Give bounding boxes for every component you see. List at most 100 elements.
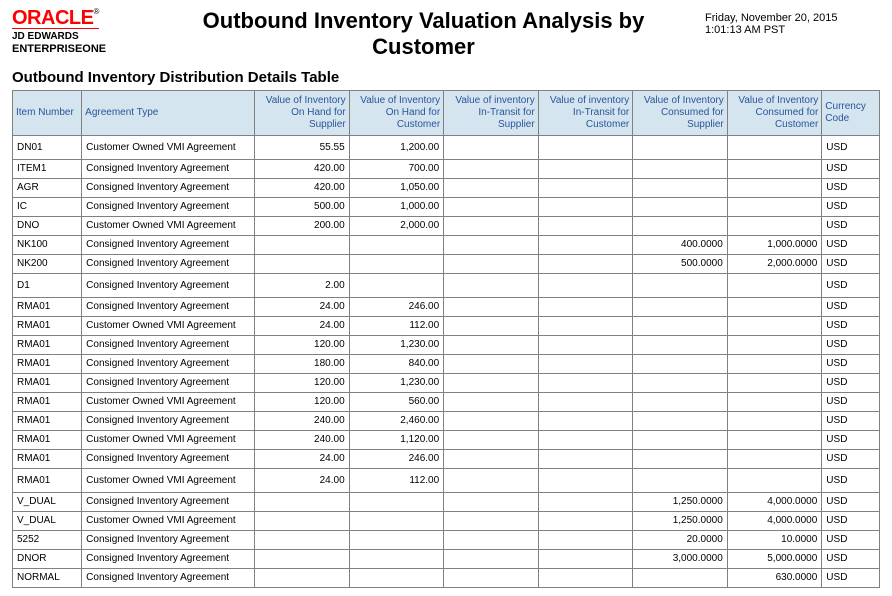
cell-intransit-customer (538, 568, 633, 587)
cell-intransit-customer (538, 178, 633, 197)
cell-consumed-supplier (633, 354, 728, 373)
cell-intransit-customer (538, 273, 633, 297)
cell-onhand-supplier: 2.00 (255, 273, 350, 297)
cell-agreement: Customer Owned VMI Agreement (82, 135, 255, 159)
table-row: RMA01Customer Owned VMI Agreement24.0011… (13, 316, 880, 335)
table-row: RMA01Consigned Inventory Agreement24.002… (13, 297, 880, 316)
cell-agreement: Consigned Inventory Agreement (82, 549, 255, 568)
table-row: RMA01Consigned Inventory Agreement24.002… (13, 449, 880, 468)
cell-onhand-supplier: 24.00 (255, 297, 350, 316)
table-header-row: Item Number Agreement Type Value of Inve… (13, 90, 880, 135)
cell-onhand-supplier: 55.55 (255, 135, 350, 159)
cell-consumed-supplier (633, 430, 728, 449)
cell-onhand-supplier: 420.00 (255, 159, 350, 178)
cell-consumed-supplier (633, 197, 728, 216)
cell-item: RMA01 (13, 297, 82, 316)
oracle-logo-reg: ® (93, 7, 98, 16)
cell-item: ITEM1 (13, 159, 82, 178)
cell-agreement: Consigned Inventory Agreement (82, 254, 255, 273)
cell-intransit-customer (538, 492, 633, 511)
cell-agreement: Customer Owned VMI Agreement (82, 216, 255, 235)
cell-currency: USD (822, 273, 880, 297)
table-header: Item Number Agreement Type Value of Inve… (13, 90, 880, 135)
report-time: 1:01:13 AM PST (705, 24, 880, 36)
table-row: NORMALConsigned Inventory Agreement630.0… (13, 568, 880, 587)
cell-agreement: Consigned Inventory Agreement (82, 373, 255, 392)
cell-item: RMA01 (13, 449, 82, 468)
cell-agreement: Consigned Inventory Agreement (82, 335, 255, 354)
cell-consumed-customer: 2,000.0000 (727, 254, 822, 273)
table-row: DNORConsigned Inventory Agreement3,000.0… (13, 549, 880, 568)
cell-currency: USD (822, 235, 880, 254)
cell-consumed-supplier (633, 159, 728, 178)
inventory-table: Item Number Agreement Type Value of Inve… (12, 90, 880, 588)
cell-intransit-customer (538, 235, 633, 254)
cell-intransit-supplier (444, 568, 539, 587)
cell-onhand-customer: 112.00 (349, 468, 444, 492)
cell-currency: USD (822, 492, 880, 511)
cell-intransit-supplier (444, 468, 539, 492)
cell-consumed-supplier (633, 411, 728, 430)
cell-onhand-supplier (255, 568, 350, 587)
cell-onhand-customer (349, 254, 444, 273)
cell-intransit-customer (538, 197, 633, 216)
cell-onhand-customer: 246.00 (349, 449, 444, 468)
cell-intransit-supplier (444, 235, 539, 254)
cell-intransit-customer (538, 335, 633, 354)
cell-intransit-customer (538, 373, 633, 392)
cell-onhand-supplier: 200.00 (255, 216, 350, 235)
cell-currency: USD (822, 178, 880, 197)
cell-consumed-customer (727, 411, 822, 430)
table-row: RMA01Consigned Inventory Agreement180.00… (13, 354, 880, 373)
cell-consumed-customer (727, 297, 822, 316)
cell-onhand-customer: 1,120.00 (349, 430, 444, 449)
cell-item: NK100 (13, 235, 82, 254)
cell-currency: USD (822, 468, 880, 492)
cell-intransit-customer (538, 392, 633, 411)
cell-consumed-customer (727, 335, 822, 354)
cell-item: RMA01 (13, 373, 82, 392)
cell-onhand-supplier: 24.00 (255, 449, 350, 468)
table-row: D1Consigned Inventory Agreement2.00USD (13, 273, 880, 297)
cell-onhand-customer: 1,200.00 (349, 135, 444, 159)
cell-consumed-supplier (633, 178, 728, 197)
cell-currency: USD (822, 216, 880, 235)
col-header-currency: Currency Code (822, 90, 880, 135)
cell-currency: USD (822, 135, 880, 159)
cell-currency: USD (822, 449, 880, 468)
oracle-logo: ORACLE® (12, 8, 99, 29)
cell-onhand-supplier (255, 492, 350, 511)
brand-line-2: ENTERPRISEONE (12, 43, 142, 56)
cell-intransit-customer (538, 549, 633, 568)
cell-consumed-customer (727, 373, 822, 392)
cell-intransit-customer (538, 316, 633, 335)
cell-item: NORMAL (13, 568, 82, 587)
cell-consumed-customer (727, 430, 822, 449)
table-row: RMA01Customer Owned VMI Agreement120.005… (13, 392, 880, 411)
cell-onhand-customer (349, 511, 444, 530)
cell-currency: USD (822, 373, 880, 392)
cell-intransit-supplier (444, 254, 539, 273)
cell-intransit-customer (538, 216, 633, 235)
cell-consumed-customer (727, 273, 822, 297)
cell-intransit-customer (538, 530, 633, 549)
cell-onhand-supplier: 24.00 (255, 316, 350, 335)
cell-agreement: Customer Owned VMI Agreement (82, 392, 255, 411)
cell-agreement: Consigned Inventory Agreement (82, 273, 255, 297)
cell-intransit-supplier (444, 392, 539, 411)
cell-currency: USD (822, 411, 880, 430)
cell-intransit-customer (538, 354, 633, 373)
cell-intransit-customer (538, 511, 633, 530)
cell-agreement: Consigned Inventory Agreement (82, 159, 255, 178)
report-title: Outbound Inventory Valuation Analysis by… (154, 8, 693, 61)
cell-consumed-supplier (633, 135, 728, 159)
cell-item: IC (13, 197, 82, 216)
cell-intransit-supplier (444, 273, 539, 297)
cell-currency: USD (822, 549, 880, 568)
cell-consumed-customer: 4,000.0000 (727, 511, 822, 530)
cell-onhand-supplier: 120.00 (255, 392, 350, 411)
cell-intransit-supplier (444, 335, 539, 354)
cell-consumed-customer (727, 449, 822, 468)
cell-intransit-customer (538, 135, 633, 159)
table-row: V_DUALCustomer Owned VMI Agreement1,250.… (13, 511, 880, 530)
